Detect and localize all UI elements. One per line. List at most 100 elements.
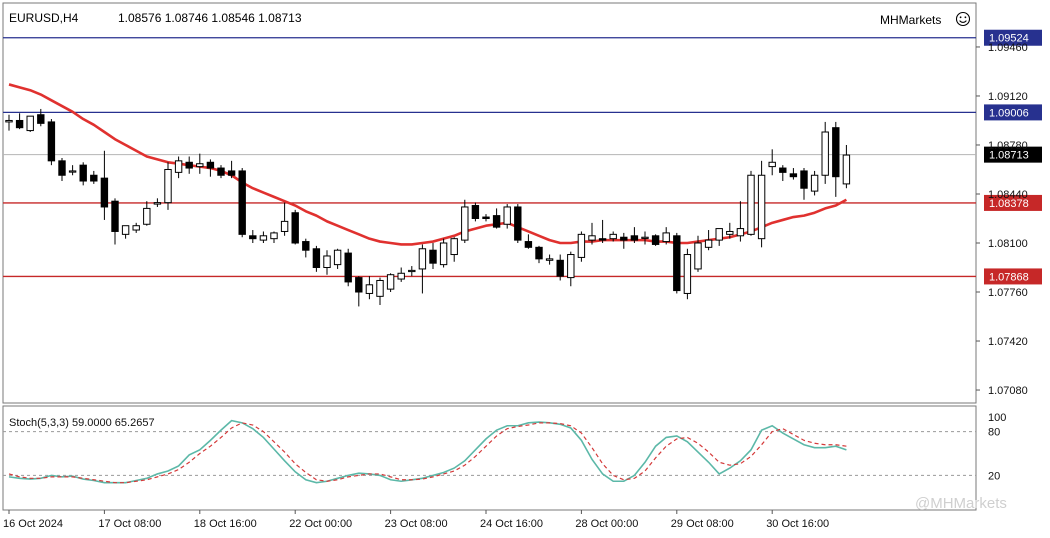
y-tick-label: 1.08780 xyxy=(988,140,1028,152)
candle-body xyxy=(280,220,289,232)
candle xyxy=(291,209,299,245)
candle xyxy=(842,144,851,189)
candle xyxy=(227,160,236,179)
candle-body xyxy=(810,174,819,192)
candle xyxy=(482,214,490,222)
candle-body xyxy=(598,238,607,241)
candle-body xyxy=(524,241,533,248)
candle xyxy=(249,230,257,243)
candle xyxy=(312,245,321,272)
stoch-signal-line xyxy=(8,422,847,484)
candle xyxy=(492,208,501,229)
y-tick-label: 1.08100 xyxy=(988,238,1028,250)
candle xyxy=(545,254,554,265)
candle-body xyxy=(789,173,798,178)
candle-body xyxy=(779,167,787,173)
candle-body xyxy=(270,232,278,240)
candle-body xyxy=(842,154,851,185)
candle xyxy=(185,156,193,174)
candle xyxy=(779,165,787,182)
candle-body xyxy=(227,170,236,176)
candle xyxy=(461,199,469,243)
candle xyxy=(556,254,564,281)
candle xyxy=(68,165,77,176)
candle-body xyxy=(185,161,193,169)
candle-body xyxy=(111,200,119,232)
candle-body xyxy=(651,235,660,245)
candle xyxy=(630,227,639,243)
y-tick-label: 1.07420 xyxy=(988,336,1028,348)
candle-body xyxy=(249,235,257,240)
candle-body xyxy=(386,274,395,290)
x-tick-label: 23 Oct 08:00 xyxy=(385,518,448,530)
candle xyxy=(79,162,87,186)
candles-layer xyxy=(5,108,851,307)
x-tick-label: 29 Oct 08:00 xyxy=(671,518,734,530)
candle-body xyxy=(397,272,405,280)
candle xyxy=(196,153,204,174)
candle-body xyxy=(376,279,384,297)
candle xyxy=(715,228,723,246)
candle-body xyxy=(545,258,554,261)
candle-body xyxy=(439,242,448,266)
candle xyxy=(174,156,183,179)
candle xyxy=(429,243,437,269)
candle-body xyxy=(715,228,723,241)
level-badge xyxy=(984,104,1042,121)
candle-body xyxy=(429,249,437,264)
candle-body xyxy=(620,236,628,241)
candle xyxy=(567,251,575,287)
candle xyxy=(259,231,268,243)
candle-body xyxy=(535,246,543,260)
watermark: @MHMarkets xyxy=(915,495,1007,512)
candle-body xyxy=(238,170,246,235)
candle-body xyxy=(471,205,480,219)
candle xyxy=(800,168,808,200)
candle xyxy=(58,157,66,182)
candle-body xyxy=(418,248,427,270)
candle xyxy=(524,234,533,249)
x-tick-label: 22 Oct 00:00 xyxy=(289,518,352,530)
candle-body xyxy=(408,269,416,273)
candle-body xyxy=(323,255,331,269)
candle-body xyxy=(26,115,34,132)
candle-body xyxy=(259,235,268,241)
candle-body xyxy=(90,174,98,182)
candle-body xyxy=(503,206,511,225)
level-badge xyxy=(984,29,1042,46)
candle-body xyxy=(153,202,162,205)
candle xyxy=(736,201,745,242)
stoch-main-line xyxy=(8,419,847,484)
candle xyxy=(651,234,660,246)
candle-body xyxy=(461,206,469,241)
candle xyxy=(810,170,819,196)
candle-body xyxy=(302,241,310,251)
stoch-plot-frame xyxy=(2,405,977,511)
candle xyxy=(577,231,586,262)
candle-body xyxy=(47,121,56,162)
candle xyxy=(397,267,405,282)
candle xyxy=(302,238,310,258)
candle-body xyxy=(588,235,596,241)
candle-body xyxy=(662,232,670,243)
level-badge-label: 1.08378 xyxy=(989,198,1029,210)
candle xyxy=(26,115,34,133)
candle xyxy=(821,121,829,184)
candle xyxy=(15,113,24,130)
candle xyxy=(90,170,98,184)
candle-body xyxy=(673,235,681,292)
candle xyxy=(323,250,331,275)
candle-body xyxy=(196,163,204,168)
candle-body xyxy=(556,259,564,277)
smiley-icon xyxy=(955,11,971,27)
candle xyxy=(206,159,215,177)
candle-body xyxy=(15,119,24,129)
level-badge-label: 1.09006 xyxy=(989,107,1029,119)
candle-body xyxy=(641,236,649,239)
candle-body xyxy=(143,207,151,225)
candle-body xyxy=(58,160,66,176)
candle xyxy=(376,277,384,305)
y-tick-label: 1.07080 xyxy=(988,385,1028,397)
candle-body xyxy=(482,216,490,219)
candle xyxy=(217,165,225,179)
